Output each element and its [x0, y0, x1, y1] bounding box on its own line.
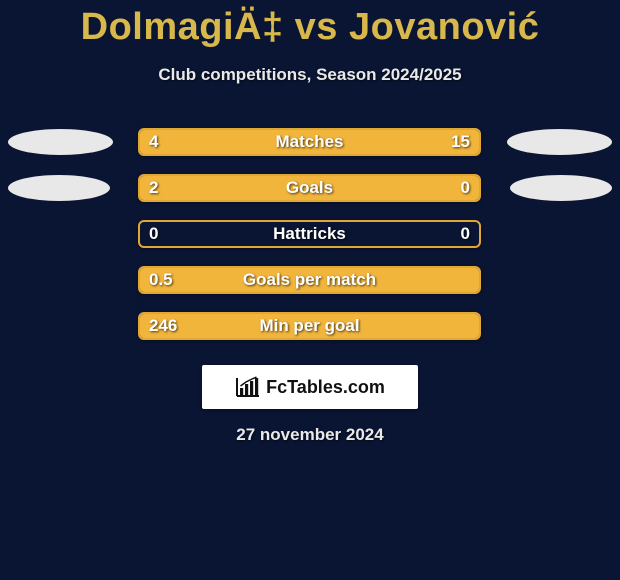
right-team-marker: [510, 175, 612, 201]
stat-right-value: 0: [461, 178, 470, 198]
stat-left-value: 0.5: [149, 270, 173, 290]
stat-bar: 4 Matches 15: [138, 128, 481, 156]
stat-bar: 0.5 Goals per match: [138, 266, 481, 294]
snapshot-date: 27 november 2024: [0, 425, 620, 445]
stat-row: 246 Min per goal: [0, 303, 620, 349]
stat-bar: 0 Hattricks 0: [138, 220, 481, 248]
stats-comparison-panel: DolmagiÄ‡ vs Jovanović Club competitions…: [0, 0, 620, 445]
stat-bar-left-fill: [140, 176, 398, 200]
stat-bar: 246 Min per goal: [138, 312, 481, 340]
stat-row: 4 Matches 15: [0, 119, 620, 165]
stat-name: Goals: [286, 178, 333, 198]
stat-left-value: 246: [149, 316, 177, 336]
chart-icon: [235, 376, 261, 398]
stat-row: 0 Hattricks 0: [0, 211, 620, 257]
stats-list: 4 Matches 15 2 Goals 0 0 Hattricks 0 0.5 Goals per…: [0, 119, 620, 349]
stat-name: Hattricks: [273, 224, 346, 244]
stat-left-value: 4: [149, 132, 158, 152]
stat-name: Goals per match: [243, 270, 376, 290]
stat-bar: 2 Goals 0: [138, 174, 481, 202]
branding-text: FcTables.com: [266, 377, 385, 398]
stat-bar-right-fill: [211, 130, 479, 154]
left-team-marker: [8, 175, 110, 201]
stat-left-value: 2: [149, 178, 158, 198]
comparison-title: DolmagiÄ‡ vs Jovanović: [0, 0, 620, 49]
comparison-subtitle: Club competitions, Season 2024/2025: [0, 65, 620, 85]
stat-right-value: 15: [451, 132, 470, 152]
branding-badge: FcTables.com: [202, 365, 418, 409]
stat-row: 0.5 Goals per match: [0, 257, 620, 303]
stat-name: Matches: [275, 132, 343, 152]
stat-right-value: 0: [461, 224, 470, 244]
stat-row: 2 Goals 0: [0, 165, 620, 211]
stat-left-value: 0: [149, 224, 158, 244]
right-team-marker: [507, 129, 612, 155]
stat-name: Min per goal: [259, 316, 359, 336]
left-team-marker: [8, 129, 113, 155]
